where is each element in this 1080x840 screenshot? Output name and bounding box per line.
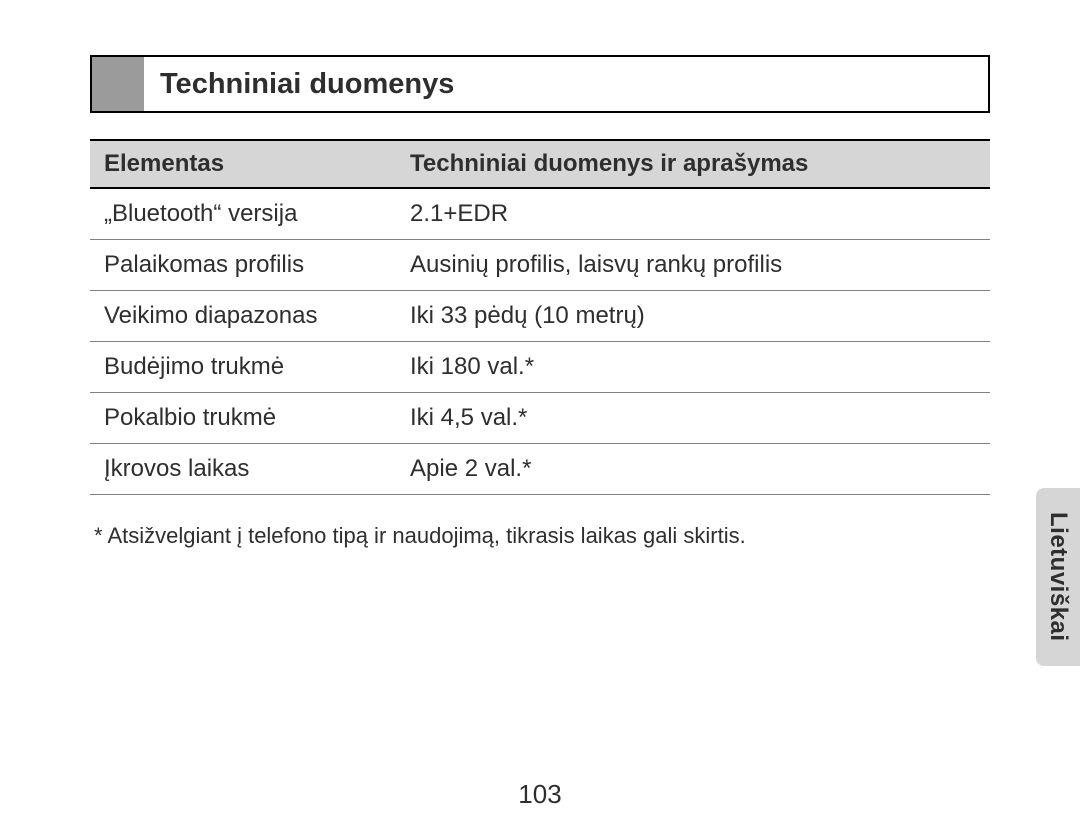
table-row: Pokalbio trukmė Iki 4,5 val.* [90,393,990,444]
section-heading: Techniniai duomenys [90,55,990,113]
table-cell: Apie 2 val.* [396,444,990,495]
table-cell: „Bluetooth“ versija [90,188,396,240]
table-row: Veikimo diapazonas Iki 33 pėdų (10 metrų… [90,291,990,342]
table-row: Palaikomas profilis Ausinių profilis, la… [90,240,990,291]
table-row: Budėjimo trukmė Iki 180 val.* [90,342,990,393]
specs-table: Elementas Techniniai duomenys ir aprašym… [90,139,990,495]
table-cell: Iki 180 val.* [396,342,990,393]
table-cell: Veikimo diapazonas [90,291,396,342]
language-tab-label: Lietuviškai [1044,512,1072,642]
page-number: 103 [0,779,1080,810]
language-tab: Lietuviškai [1036,488,1080,666]
table-cell: 2.1+EDR [396,188,990,240]
table-header-row: Elementas Techniniai duomenys ir aprašym… [90,140,990,188]
table-cell: Budėjimo trukmė [90,342,396,393]
footnote-text: * Atsižvelgiant į telefono tipą ir naudo… [90,523,990,549]
table-cell: Įkrovos laikas [90,444,396,495]
table-cell: Iki 4,5 val.* [396,393,990,444]
table-header-cell: Elementas [90,140,396,188]
table-row: „Bluetooth“ versija 2.1+EDR [90,188,990,240]
table-cell: Ausinių profilis, laisvų rankų profilis [396,240,990,291]
table-cell: Pokalbio trukmė [90,393,396,444]
heading-accent-block [92,57,144,111]
table-cell: Palaikomas profilis [90,240,396,291]
table-cell: Iki 33 pėdų (10 metrų) [396,291,990,342]
table-header-cell: Techniniai duomenys ir aprašymas [396,140,990,188]
table-row: Įkrovos laikas Apie 2 val.* [90,444,990,495]
heading-title: Techniniai duomenys [144,57,454,111]
